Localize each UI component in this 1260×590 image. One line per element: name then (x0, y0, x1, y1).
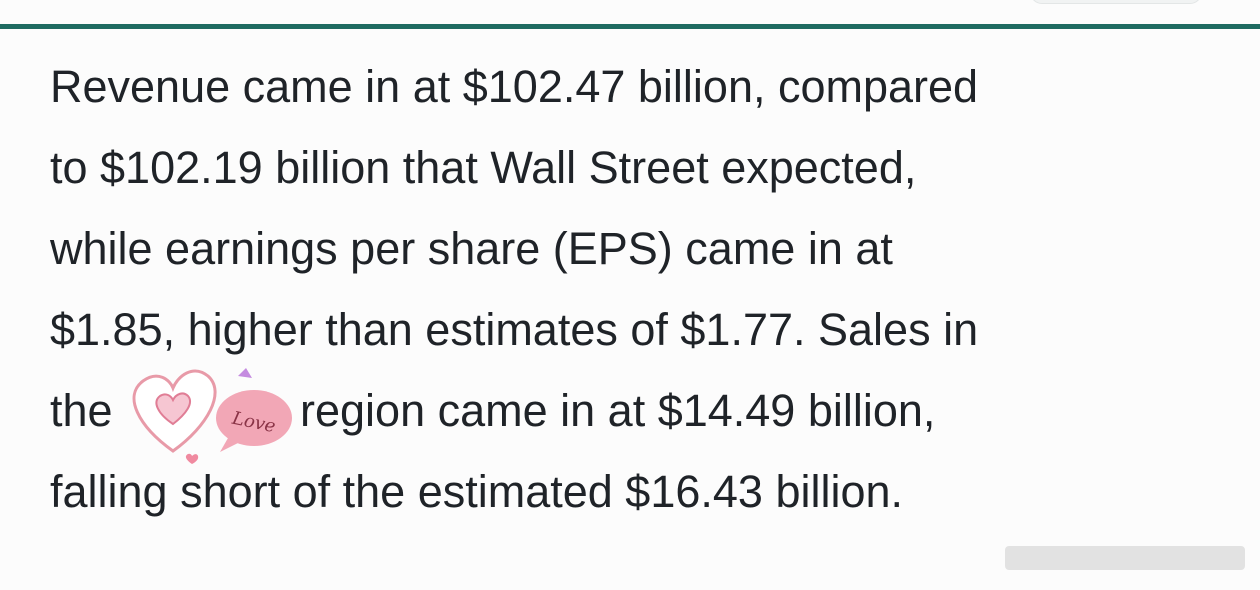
speech-tail (220, 438, 240, 452)
small-heart (238, 368, 252, 378)
text-line: to $102.19 billion that Wall Street expe… (50, 142, 917, 193)
text-line: region came in at $14.49 billion, (300, 385, 936, 436)
watermark (1005, 546, 1245, 570)
text-line: Revenue came in at $102.47 billion, comp… (50, 61, 979, 112)
love-sticker: Love (132, 368, 292, 464)
watermark-block (1005, 546, 1245, 570)
heart-inner (155, 392, 192, 426)
speech-bubble (216, 390, 292, 446)
top-pill (1030, 0, 1202, 4)
top-divider (0, 24, 1260, 29)
text-line: falling short of the estimated $16.43 bi… (50, 466, 904, 517)
small-heart (185, 453, 199, 464)
text-line: the (50, 385, 113, 436)
text-line: while earnings per share (EPS) came in a… (50, 223, 893, 274)
text-line: $1.85, higher than estimates of $1.77. S… (50, 304, 979, 355)
